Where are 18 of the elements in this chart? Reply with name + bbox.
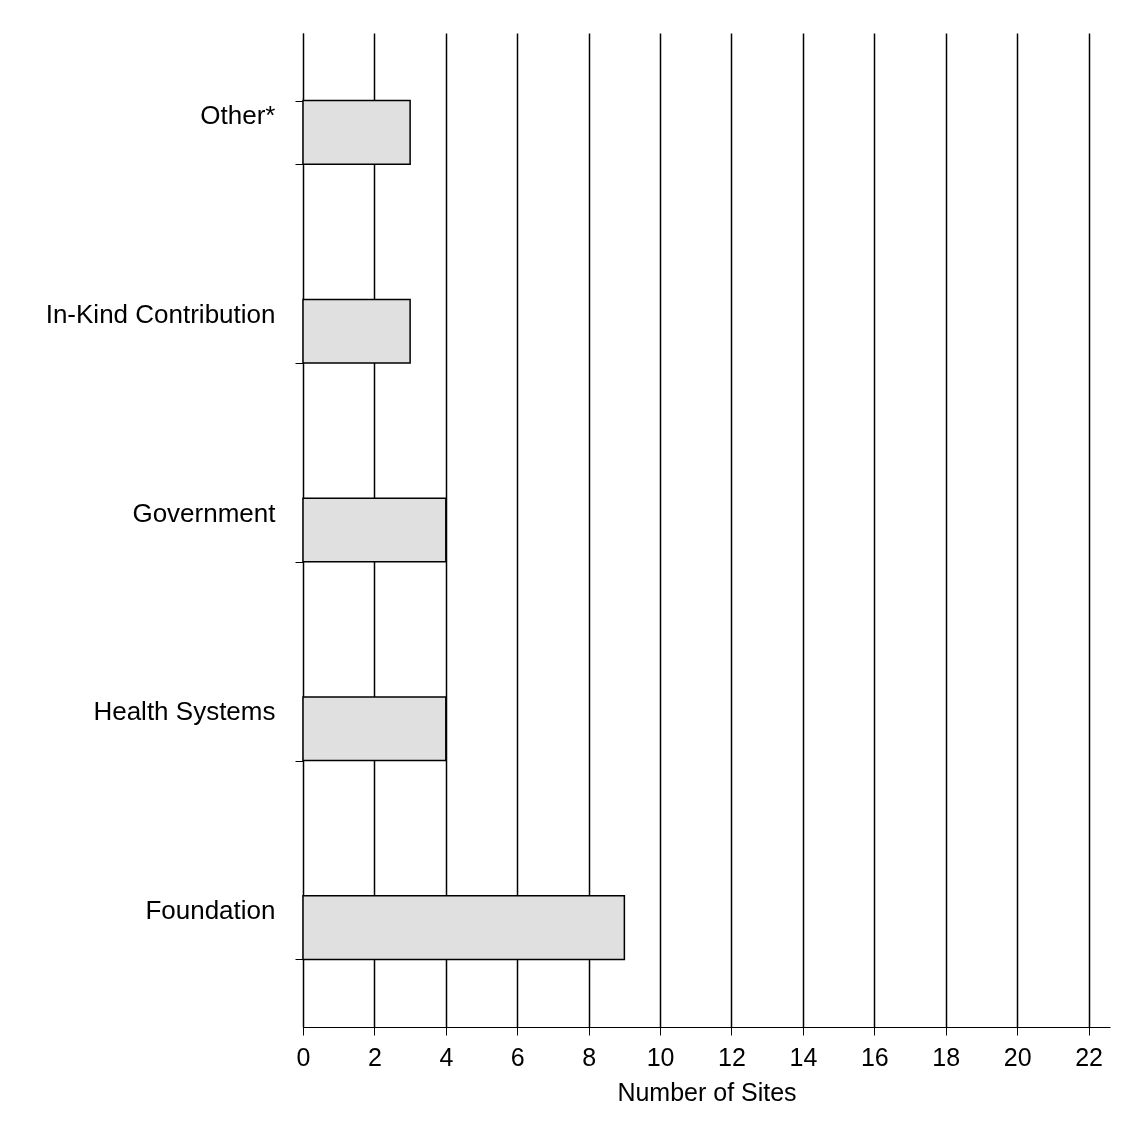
y-tick-label: Government	[132, 497, 277, 528]
x-tick-label: 12	[718, 1042, 746, 1071]
x-tick-label: 16	[860, 1042, 889, 1071]
y-tick-label: Other*	[200, 99, 276, 130]
x-tick-label: 20	[1003, 1042, 1032, 1071]
x-tick-label: 14	[789, 1042, 818, 1071]
x-tick-label: 18	[932, 1042, 961, 1071]
x-tick-label: 22	[1075, 1042, 1103, 1071]
x-tick-label: 4	[439, 1042, 454, 1071]
x-tick-label: 10	[646, 1042, 675, 1071]
x-tick-label: 2	[367, 1042, 382, 1071]
y-tick-label: In-Kind Contribution	[45, 298, 276, 329]
y-tick-label: Foundation	[145, 895, 276, 926]
y-tick-label: Health Systems	[93, 696, 276, 727]
x-tick-label: 0	[296, 1042, 311, 1071]
x-tick-label: 8	[582, 1042, 597, 1071]
x-axis-title: Number of Sites	[617, 1077, 797, 1106]
x-tick-label: 6	[510, 1042, 525, 1071]
